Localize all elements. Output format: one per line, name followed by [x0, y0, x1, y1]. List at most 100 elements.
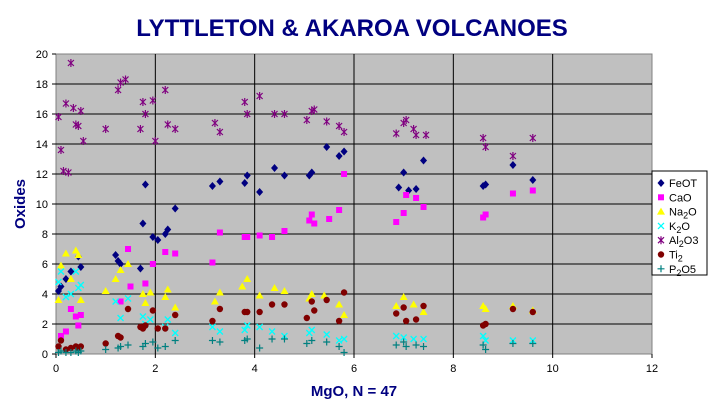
legend-item: CaO: [658, 192, 692, 204]
data-point: [481, 305, 490, 312]
data-point: [210, 297, 219, 305]
data-point: [268, 328, 276, 335]
data-point: [57, 268, 65, 275]
data-point: [117, 260, 125, 268]
y-tick-label: 18: [36, 79, 48, 91]
data-point: [400, 304, 407, 311]
data-point: [216, 177, 224, 186]
data-point: [479, 332, 487, 340]
data-point: [208, 323, 216, 331]
data-point: [509, 161, 517, 169]
data-point: [127, 283, 134, 290]
series-al2o3: [55, 59, 537, 177]
data-point: [509, 305, 517, 313]
data-point: [280, 287, 289, 294]
data-point: [77, 312, 84, 318]
data-point: [209, 317, 216, 325]
data-point: [410, 335, 418, 343]
data-point: [402, 317, 410, 325]
data-point: [67, 290, 75, 298]
data-point: [393, 310, 400, 317]
data-point: [323, 331, 331, 338]
data-point: [161, 293, 170, 300]
data-point: [57, 347, 65, 355]
data-point: [420, 204, 427, 210]
data-point: [142, 280, 149, 287]
data-point: [67, 267, 75, 276]
data-point: [269, 234, 276, 240]
data-point: [149, 261, 156, 267]
data-point: [216, 338, 224, 346]
x-tick-label: 8: [450, 363, 456, 375]
legend-item: Ti2: [657, 250, 683, 264]
data-point: [256, 308, 263, 316]
data-point: [509, 190, 516, 197]
data-point: [335, 122, 343, 130]
series-tio2: [55, 289, 536, 353]
data-point: [400, 210, 407, 216]
data-point: [164, 225, 172, 234]
data-point: [139, 98, 147, 106]
data-point: [280, 171, 288, 180]
data-point: [116, 266, 125, 273]
data-point: [67, 344, 75, 352]
data-point: [141, 340, 149, 347]
data-point: [420, 343, 428, 350]
data-point: [117, 343, 125, 350]
data-point: [211, 119, 219, 127]
data-point: [79, 137, 87, 145]
data-point: [154, 236, 162, 244]
data-point: [409, 300, 418, 308]
data-point: [55, 113, 62, 121]
data-point: [216, 229, 223, 236]
data-point: [482, 143, 490, 151]
legend-item: FeOT: [657, 178, 697, 190]
data-point: [122, 75, 129, 84]
data-point: [117, 314, 125, 322]
data-point: [479, 134, 487, 142]
data-point: [57, 282, 65, 291]
data-point: [117, 298, 124, 305]
data-point: [161, 86, 169, 94]
x-tick-label: 2: [152, 363, 158, 375]
y-tick-label: 12: [36, 169, 48, 181]
data-point: [340, 289, 348, 296]
data-point: [74, 122, 82, 130]
data-point: [141, 110, 149, 118]
data-point: [61, 249, 70, 257]
data-point: [154, 325, 162, 332]
legend-label: FeOT: [669, 178, 697, 190]
data-point: [241, 98, 249, 106]
data-point: [164, 120, 172, 129]
data-point: [141, 180, 149, 189]
data-point: [482, 211, 489, 218]
data-point: [482, 346, 490, 353]
data-point: [529, 176, 537, 184]
data-point: [139, 313, 147, 320]
data-point: [64, 168, 72, 177]
data-point: [303, 116, 311, 124]
data-point: [256, 92, 264, 100]
data-point: [146, 316, 154, 323]
data-point: [306, 217, 313, 224]
data-point: [412, 341, 420, 349]
legend-marker: [657, 236, 665, 245]
legend-label: Na2O: [669, 207, 697, 221]
data-point: [340, 147, 348, 156]
data-point: [529, 187, 536, 194]
data-point: [216, 328, 224, 335]
data-point: [255, 291, 264, 299]
gridlines: [56, 54, 652, 354]
data-point: [101, 287, 110, 294]
data-point: [307, 290, 316, 297]
data-point: [57, 146, 65, 154]
data-point: [413, 195, 420, 201]
legend-marker: [657, 222, 665, 230]
data-point: [268, 301, 276, 308]
data-point: [509, 152, 517, 160]
legend-marker: [657, 265, 665, 273]
data-point: [69, 104, 77, 112]
y-tick-label: 2: [42, 319, 48, 331]
data-point: [149, 338, 157, 346]
data-point: [403, 192, 410, 198]
